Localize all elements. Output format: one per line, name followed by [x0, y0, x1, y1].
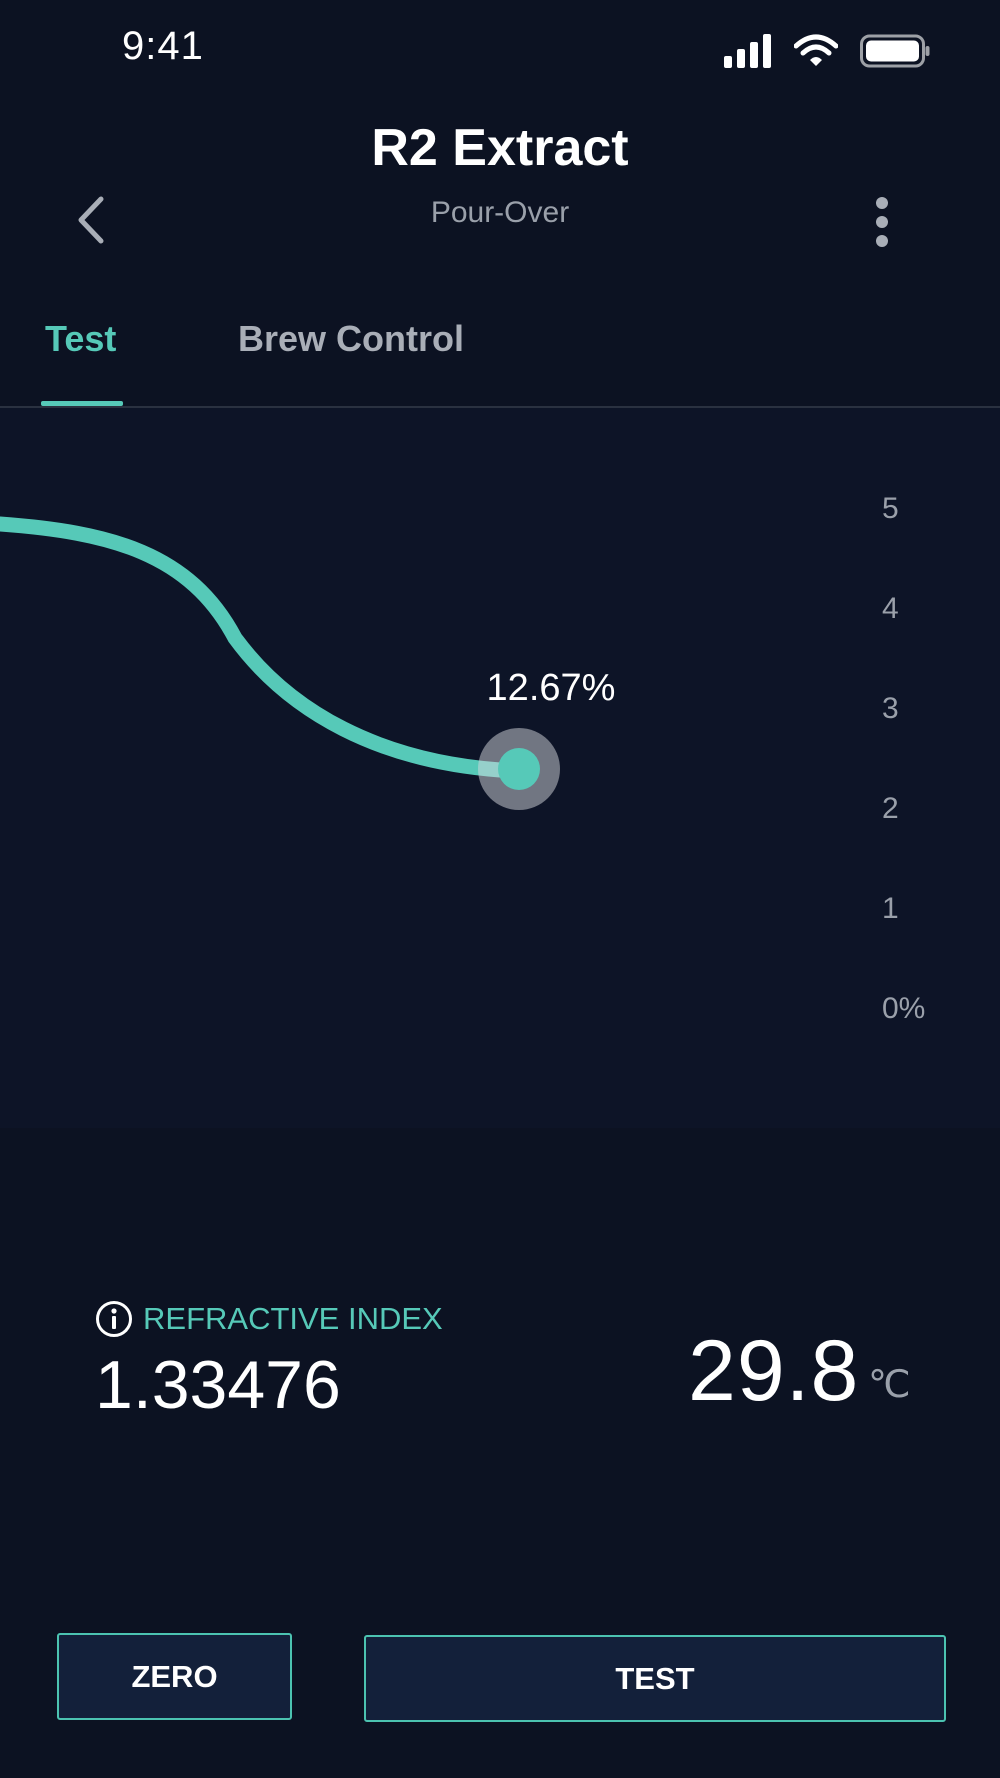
- y-tick-label: 2: [882, 792, 899, 825]
- cellular-signal-icon: [724, 34, 771, 68]
- y-tick-label: 5: [882, 492, 899, 525]
- chart-svg: 12.67% 5 4 3 2 1 0%: [0, 492, 925, 1025]
- tab-divider: [0, 406, 1000, 408]
- current-value-label: 12.67%: [487, 667, 616, 709]
- battery-icon: [860, 34, 930, 68]
- tab-test[interactable]: Test: [45, 318, 117, 359]
- chevron-left-icon: [78, 196, 104, 244]
- refractive-index-label: REFRACTIVE INDEX: [143, 1301, 443, 1336]
- status-icons: [724, 34, 930, 68]
- current-point-marker[interactable]: [478, 728, 560, 810]
- refractive-index-value: 1.33476: [95, 1347, 341, 1423]
- y-tick-label: 4: [882, 592, 899, 625]
- extraction-curve: [0, 516, 508, 778]
- info-icon[interactable]: [95, 1300, 133, 1338]
- temperature-value: 29.8: [688, 1323, 860, 1419]
- page-subtitle: Pour-Over: [430, 196, 570, 229]
- extraction-chart: 12.67% 5 4 3 2 1 0%: [0, 408, 1000, 1128]
- temperature-unit: ℃: [868, 1364, 911, 1406]
- active-tab-indicator: [41, 401, 123, 406]
- test-button[interactable]: TEST: [364, 1635, 946, 1722]
- back-button[interactable]: [62, 192, 118, 248]
- status-time: 9:41: [122, 24, 204, 68]
- more-options-button[interactable]: [856, 192, 908, 252]
- y-axis-ticks: 5 4 3 2 1 0%: [882, 492, 925, 1025]
- wifi-icon: [794, 34, 838, 66]
- more-vertical-icon: [876, 197, 888, 247]
- y-tick-label: 1: [882, 892, 899, 925]
- y-tick-label: 3: [882, 692, 899, 725]
- page-title: R2 Extract: [371, 119, 629, 177]
- y-tick-label: 0%: [882, 992, 925, 1025]
- tab-brew-control[interactable]: Brew Control: [238, 318, 465, 359]
- zero-button[interactable]: ZERO: [57, 1633, 292, 1720]
- refractive-index-label-row: REFRACTIVE INDEX: [95, 1300, 443, 1338]
